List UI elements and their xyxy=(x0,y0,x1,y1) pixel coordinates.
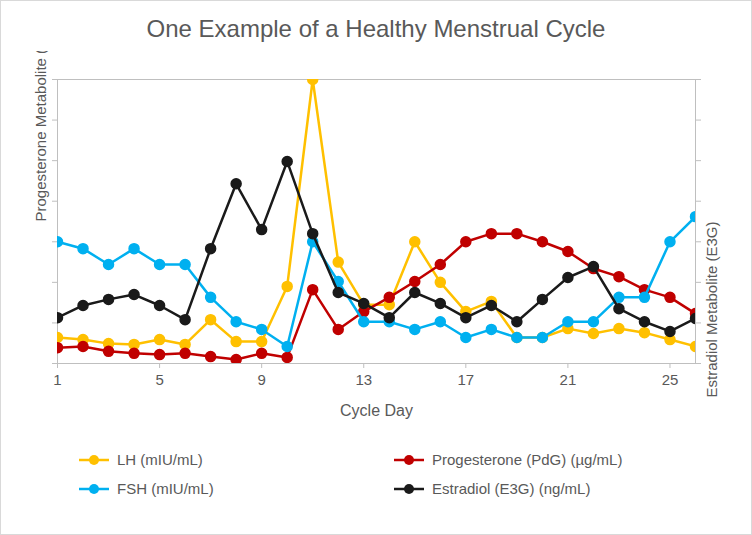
html-text:LH (mIU/mL): LH (mIU/mL) xyxy=(117,451,203,468)
svg-text:1: 1 xyxy=(53,371,61,388)
svg-text:Cycle Day: Cycle Day xyxy=(340,402,413,419)
svg-text:Progesterone Metabolite (PdG),: Progesterone Metabolite (PdG), FSH, & LH xyxy=(32,51,49,222)
svg-text:9: 9 xyxy=(257,371,265,388)
svg-text:Estradiol Metabolite (E3G): Estradiol Metabolite (E3G) xyxy=(703,221,720,397)
svg-text:25: 25 xyxy=(662,371,679,388)
html-text:Estradiol (E3G) (ng/mL): Estradiol (E3G) (ng/mL) xyxy=(432,480,591,497)
html-text:Progesterone (PdG) (µg/mL): Progesterone (PdG) (µg/mL) xyxy=(432,451,623,468)
html-text:FSH (mIU/mL): FSH (mIU/mL) xyxy=(117,480,214,497)
svg-text:17: 17 xyxy=(457,371,474,388)
html-text:One Example of a Healthy Menst: One Example of a Healthy Menstrual Cycle xyxy=(146,15,606,42)
svg-text:5: 5 xyxy=(155,371,163,388)
svg-text:13: 13 xyxy=(355,371,372,388)
svg-text:21: 21 xyxy=(560,371,577,388)
